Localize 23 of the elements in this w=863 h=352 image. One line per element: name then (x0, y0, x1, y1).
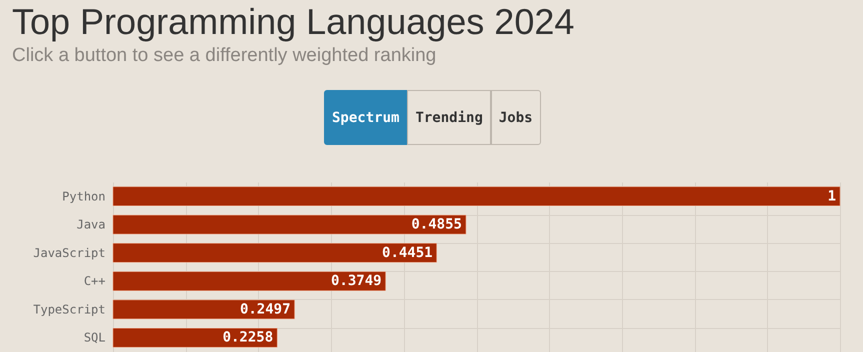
y-tick-label: C++ (84, 274, 106, 288)
bar (112, 328, 278, 348)
button: Jobs (490, 90, 541, 145)
data-label: 0.3749 (330, 273, 382, 290)
data-label: 0.2497 (240, 301, 291, 318)
bar (112, 214, 466, 234)
data-label: 1 (828, 188, 836, 204)
chart-subtitle: Click a button to see a differently weighted ranking (12, 44, 436, 68)
y-tick-label: Java (76, 218, 106, 232)
bar (112, 243, 437, 263)
data-label: 0.2258 (222, 330, 274, 346)
bar (112, 300, 295, 320)
button: Trending (407, 90, 491, 145)
data-label: 0.4855 (411, 216, 462, 233)
y-tick-label: SQL (84, 330, 106, 345)
chart-title: Top Programming Languages 2024 (12, 0, 574, 44)
y-tick-label: TypeScript (33, 302, 106, 316)
data-label: 0.4451 (382, 244, 433, 261)
y-tick-label: Python (62, 189, 106, 204)
button: Spectrum (324, 90, 408, 145)
bar (112, 186, 840, 206)
y-tick-label: JavaScript (33, 246, 106, 260)
bar (112, 271, 386, 291)
